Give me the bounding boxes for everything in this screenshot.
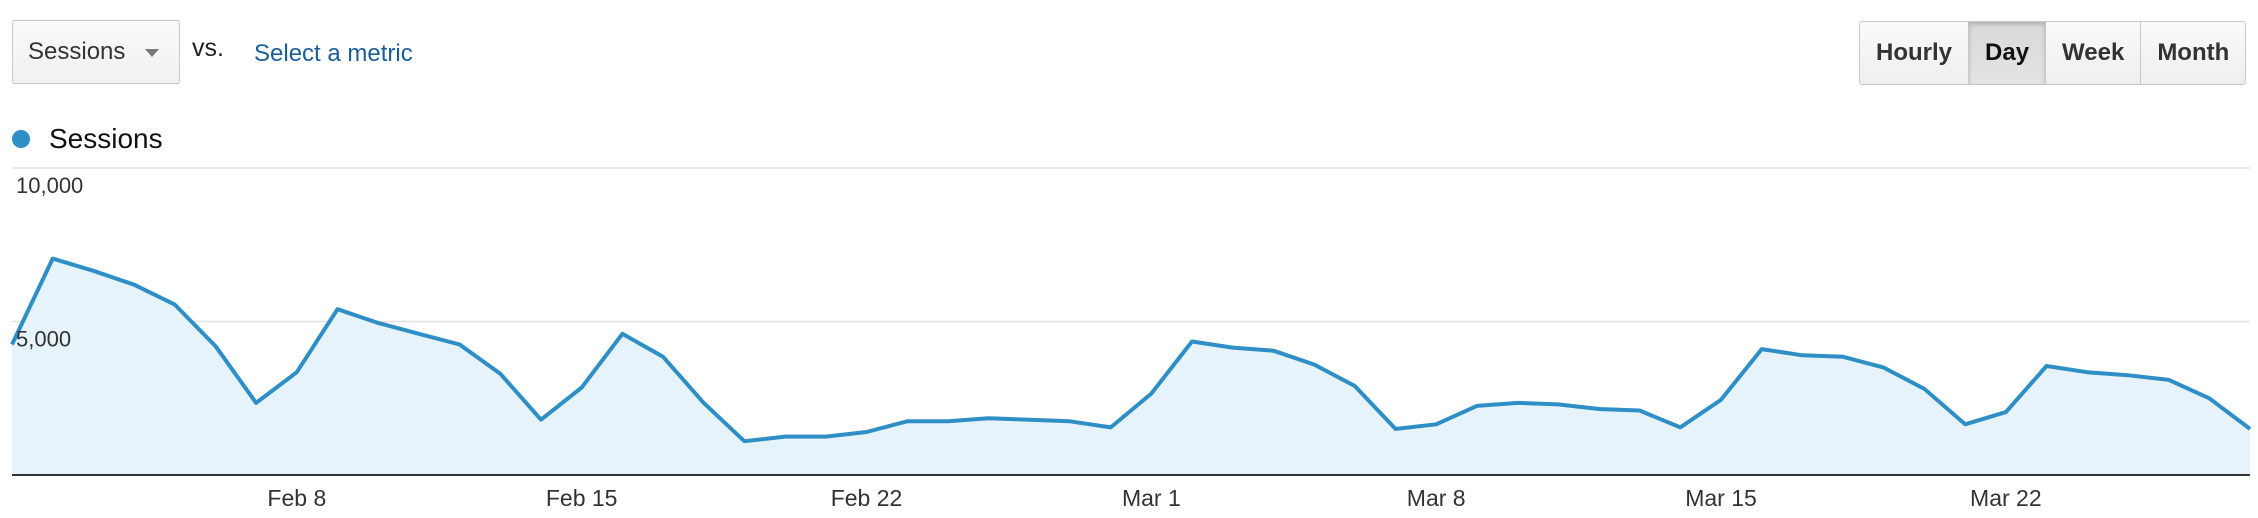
- metric-dropdown[interactable]: Sessions: [12, 20, 180, 84]
- granularity-buttons: Hourly Day Week Month: [1859, 21, 2247, 85]
- x-tick-label: Mar 8: [1407, 485, 1466, 511]
- granularity-button[interactable]: Hourly: [1860, 22, 1969, 84]
- x-tick-label: Feb 8: [267, 485, 326, 511]
- caret: [145, 49, 159, 57]
- select-metric-link[interactable]: Select a metric: [254, 40, 413, 67]
- granularity-button[interactable]: Week: [2045, 22, 2141, 84]
- x-tick-label: Mar 22: [1970, 485, 2042, 511]
- x-tick-label: Feb 15: [546, 485, 618, 511]
- metric-label: Sessions: [28, 38, 126, 65]
- y-tick-label: 10,000: [16, 173, 83, 198]
- legend-label: Sessions: [49, 123, 163, 154]
- x-tick-label: Feb 22: [831, 485, 903, 511]
- vs-label: vs.: [192, 34, 224, 62]
- area-fill: [12, 258, 2250, 475]
- series-line: [10, 256, 2252, 444]
- granularity-button[interactable]: Month: [2140, 22, 2246, 84]
- x-tick-label: Mar 1: [1122, 485, 1181, 511]
- granularity-button[interactable]: Day: [1968, 22, 2046, 84]
- y-tick-label: 5,000: [16, 327, 71, 352]
- x-tick-label: Mar 15: [1685, 485, 1757, 511]
- legend-marker: [12, 130, 30, 148]
